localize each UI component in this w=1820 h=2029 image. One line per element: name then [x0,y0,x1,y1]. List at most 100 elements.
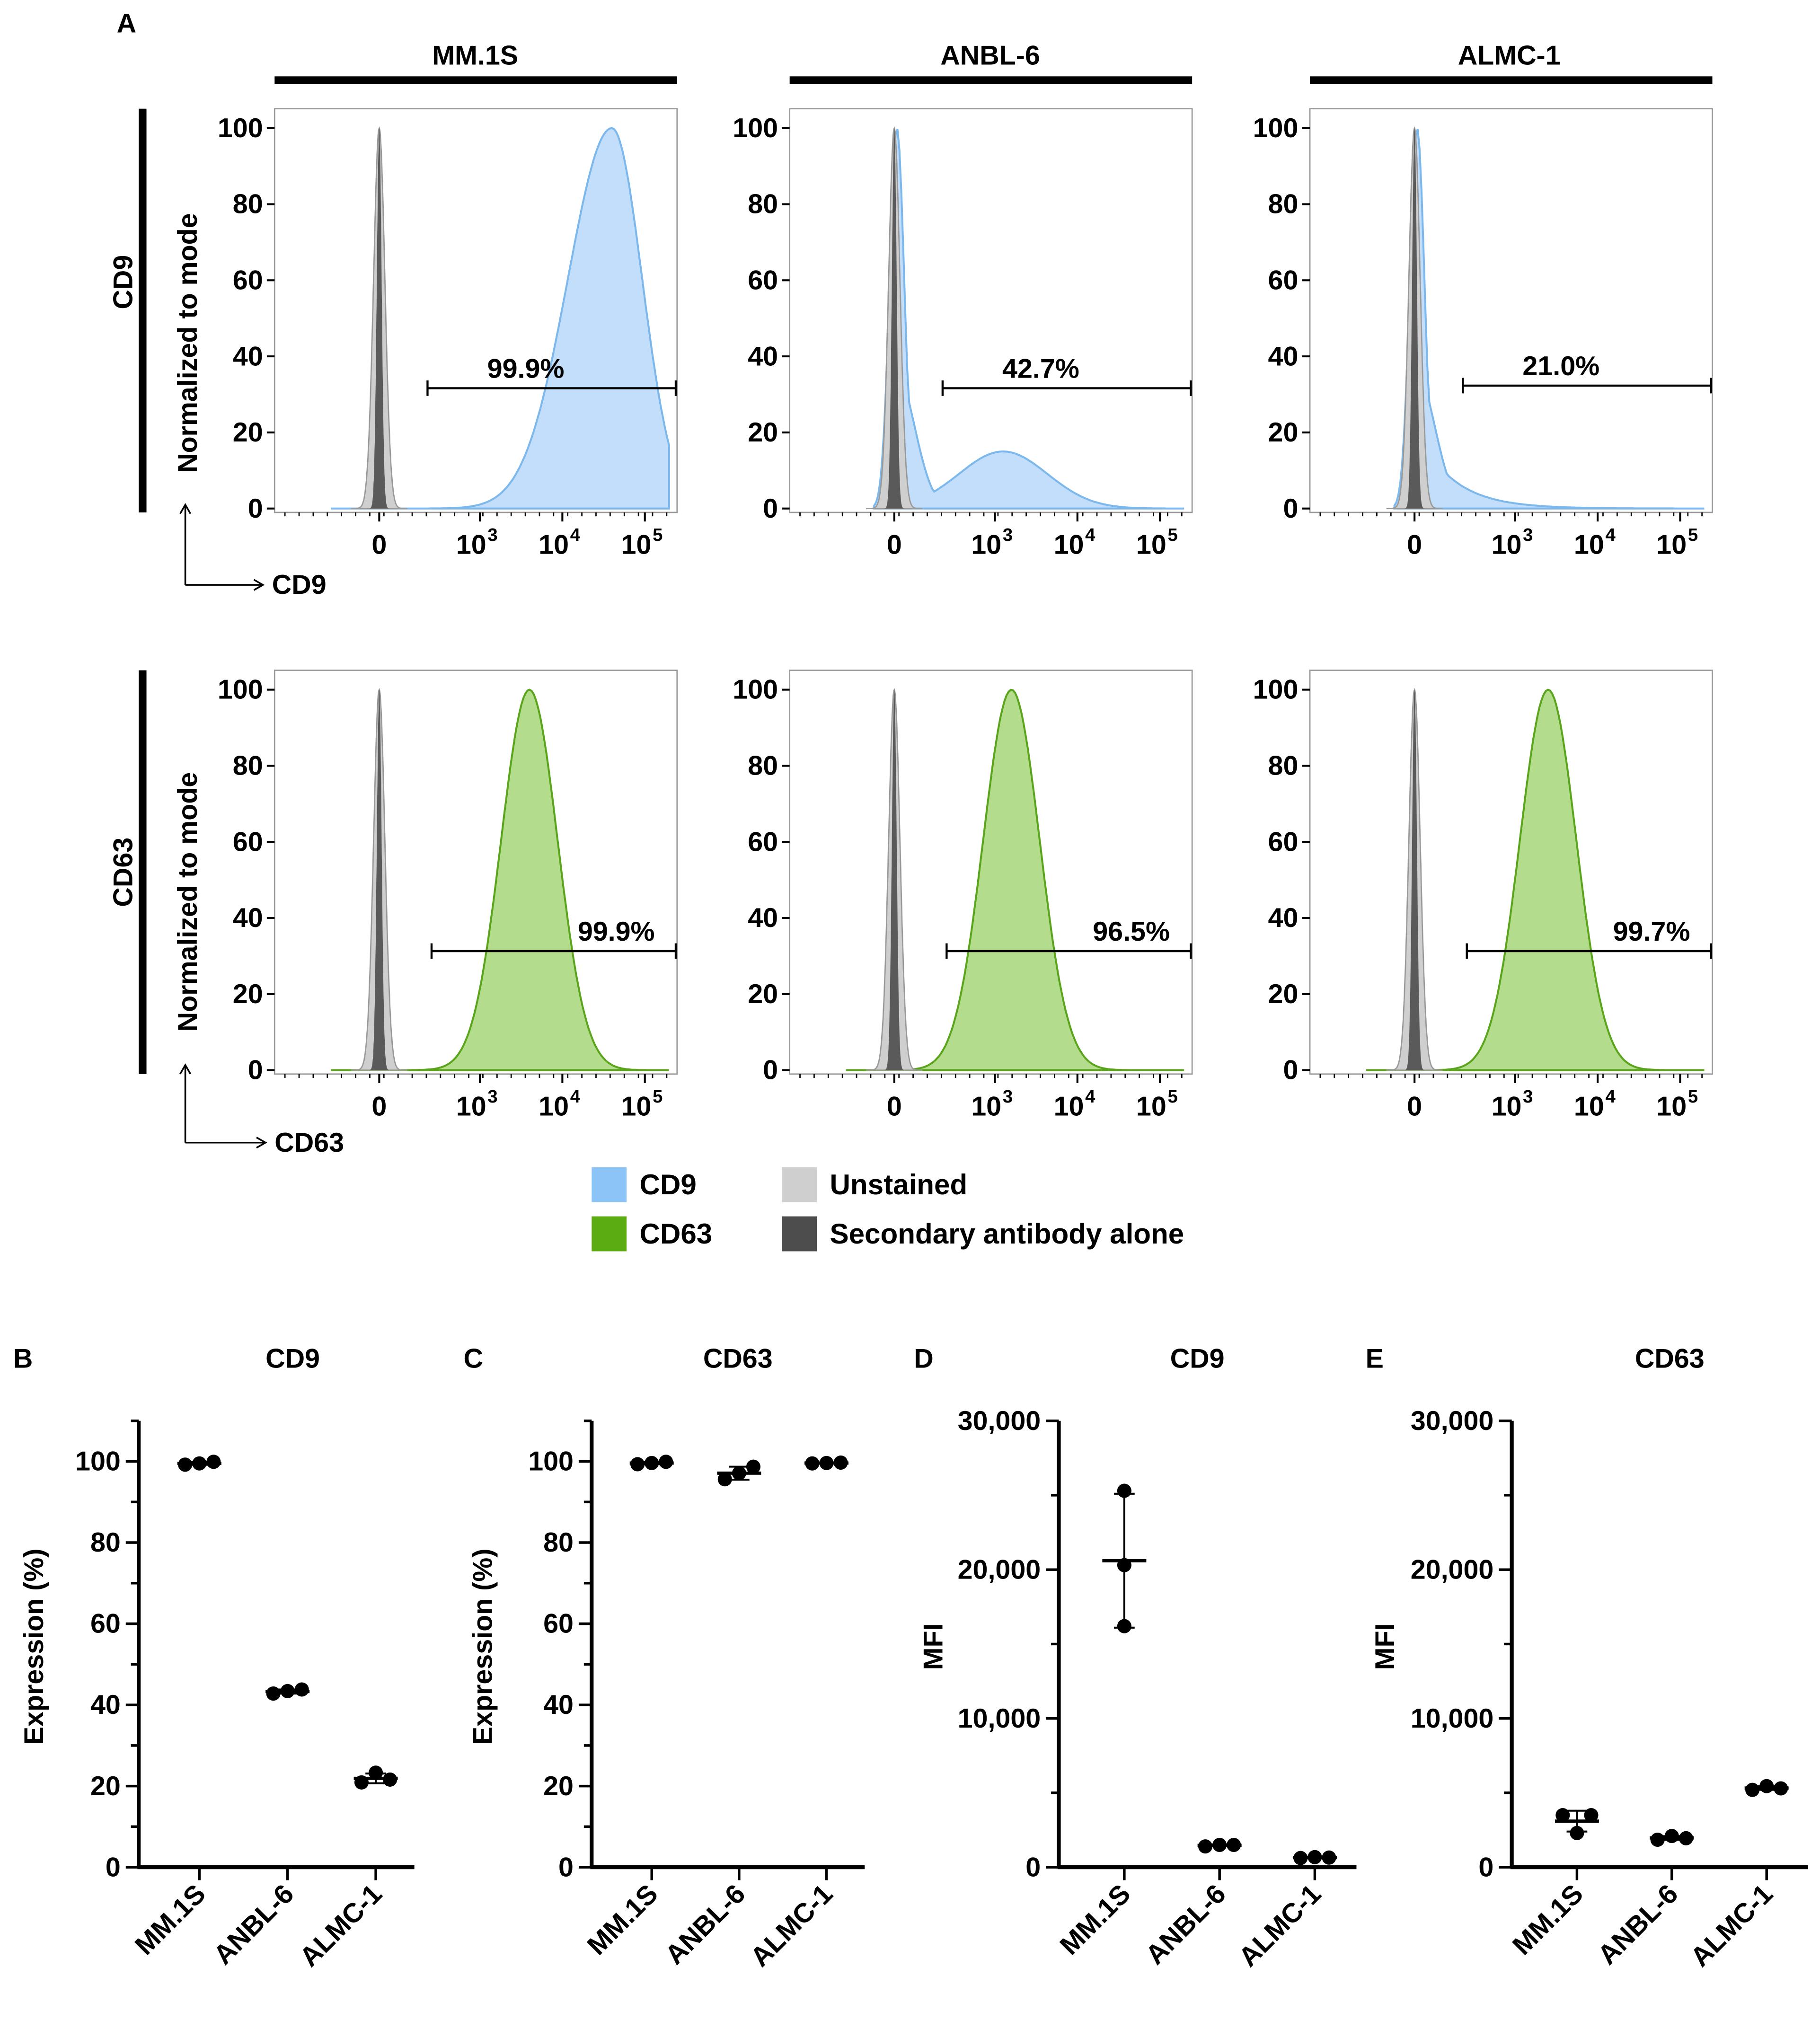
gate-percentage: 99.9% [578,917,655,947]
panel-letter: C [464,1344,483,1374]
y-tick-label: 30,000 [958,1406,1041,1436]
y-tick-label: 0 [558,1852,574,1882]
legend-swatch-cd63 [592,1216,627,1252]
y-tick-label: 60 [748,265,778,295]
data-point [192,1456,207,1471]
plot-frame [789,108,1193,513]
x-tick-label: 10 [456,1091,486,1121]
x-tick-label: 10 [539,1091,569,1121]
data-point [717,1472,732,1487]
column-title-mm1s: MM.1S [432,41,518,71]
category-label: ALMC-1 [294,1879,388,1973]
row-label-cd63: CD63 [108,838,138,907]
x-tick-exponent: 3 [1523,525,1533,545]
row-bar-cd9 [139,108,147,512]
data-point [1650,1832,1665,1847]
panel-letter: B [13,1344,33,1374]
y-tick-label: 0 [106,1852,121,1882]
secondary-histogram [367,689,391,1070]
y-tick-label: 40 [1268,341,1299,371]
y-tick-label: 40 [233,903,263,933]
x-tick-exponent: 5 [653,525,663,545]
x-tick-exponent: 4 [1606,525,1616,545]
y-tick-label: 60 [1268,265,1299,295]
x-axis-title-row2: CD63 [274,1128,344,1158]
y-tick-label: 60 [90,1609,121,1639]
y-tick-label: 20 [1268,417,1299,448]
y-tick-label: 0 [1283,494,1298,524]
data-point [659,1455,673,1469]
data-point [819,1456,834,1470]
x-tick-label: 10 [621,529,652,560]
y-tick-label: 80 [543,1527,574,1558]
y-tick-label: 60 [233,827,263,857]
x-tick-label: 10 [1136,529,1166,560]
panel-title: CD9 [1170,1344,1225,1374]
row-bar-cd63 [139,670,147,1074]
legend-label-unstained: Unstained [830,1169,967,1200]
y-tick-label: 60 [543,1609,574,1639]
y-tick-label: 100 [733,113,778,143]
y-tick-label: 40 [1268,903,1299,933]
y-tick-label: 40 [90,1690,121,1720]
x-tick-label: 10 [456,529,486,560]
gate-percentage: 42.7% [1002,354,1079,384]
x-tick-label: 10 [539,529,569,560]
x-tick-exponent: 4 [570,1086,581,1107]
x-tick-exponent: 3 [1523,1086,1533,1107]
category-label: MM.1S [1507,1879,1589,1961]
data-point [630,1457,645,1472]
y-axis-title: MFI [918,1623,948,1670]
y-tick-label: 20 [233,979,263,1009]
category-label: ANBL-6 [208,1879,300,1970]
x-tick-exponent: 5 [1688,525,1698,545]
category-label: ALMC-1 [745,1879,839,1973]
gate-percentage: 21.0% [1522,351,1599,381]
y-tick-label: 100 [75,1447,121,1477]
y-tick-label: 100 [1253,113,1299,143]
column-header-bar [789,76,1193,84]
column-header-mm1s: MM.1S [274,41,677,84]
dotplot-b-cd9-expression: B CD9 0 20 40 60 80 100 Expression (%) MM.1SANBL-… [13,1344,415,1973]
data-point [294,1682,309,1697]
y-tick-label: 80 [90,1527,121,1558]
x-tick-exponent: 5 [1168,525,1178,545]
y-tick-label: 0 [1283,1055,1298,1085]
y-tick-label: 20 [543,1771,574,1801]
x-tick-label: 0 [371,1091,387,1121]
y-tick-label: 80 [1268,751,1299,781]
panel-letter: D [914,1344,933,1374]
y-tick-label: 100 [733,675,778,705]
y-tick-label: 80 [748,751,778,781]
x-tick-exponent: 3 [1003,1086,1013,1107]
legend-swatch-cd9 [592,1167,627,1202]
y-tick-label: 40 [748,903,778,933]
column-title-almc1: ALMC-1 [1458,41,1561,71]
column-header-almc1: ALMC-1 [1310,41,1713,84]
x-tick-exponent: 5 [1688,1086,1698,1107]
x-tick-exponent: 5 [1168,1086,1178,1107]
x-tick-label: 0 [887,1091,902,1121]
x-tick-label: 10 [971,1091,1001,1121]
data-point [266,1686,281,1701]
data-point [178,1457,193,1472]
data-point [1322,1850,1336,1865]
column-header-anbl6: ANBL-6 [789,41,1193,84]
x-tick-exponent: 4 [1606,1086,1616,1107]
legend-label-cd9: CD9 [639,1169,696,1200]
y-tick-label: 80 [233,189,263,220]
y-tick-label: 100 [218,113,263,143]
y-tick-label: 20 [748,417,778,448]
y-tick-label: 40 [233,341,263,371]
legend-label-secondary: Secondary antibody alone [830,1218,1184,1250]
y-tick-label: 20,000 [1411,1554,1494,1585]
y-tick-label: 0 [248,494,263,524]
y-tick-label: 100 [528,1447,574,1477]
category-label: ANBL-6 [1592,1879,1684,1970]
data-point [746,1459,760,1474]
y-tick-label: 20 [90,1771,121,1801]
